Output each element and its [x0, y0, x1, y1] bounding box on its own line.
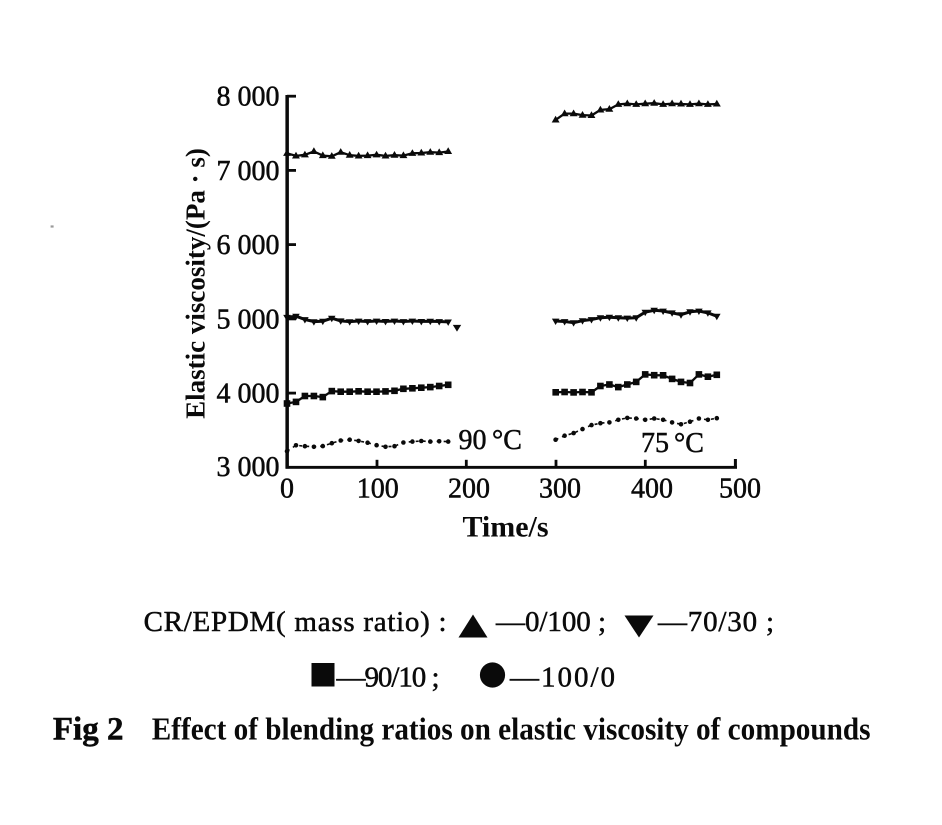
- svg-text:4 000: 4 000: [217, 379, 280, 410]
- svg-text:7 000: 7 000: [217, 156, 280, 187]
- svg-text:CR/EPDM( mass ratio) :: CR/EPDM( mass ratio) :: [144, 606, 447, 638]
- svg-text:—90/10 ;: —90/10 ;: [336, 662, 440, 694]
- svg-text:75: 75: [641, 428, 669, 459]
- svg-text:5 000: 5 000: [217, 304, 280, 335]
- svg-text:200: 200: [448, 474, 490, 505]
- svg-text:°C: °C: [492, 425, 522, 456]
- svg-text:Elastic viscosity/(Pa · s): Elastic viscosity/(Pa · s): [181, 148, 211, 419]
- svg-text:—0/100 ;: —0/100 ;: [495, 606, 606, 638]
- svg-text:—70/30 ;: —70/30 ;: [657, 606, 774, 638]
- svg-text:°C: °C: [674, 428, 704, 459]
- svg-text:6 000: 6 000: [217, 230, 280, 261]
- svg-text:300: 300: [539, 474, 581, 505]
- svg-text:100: 100: [357, 474, 399, 505]
- svg-text:Fig 2: Fig 2: [53, 712, 124, 748]
- svg-text:Time/s: Time/s: [462, 511, 548, 544]
- svg-text:90: 90: [459, 425, 487, 456]
- svg-text:8 000: 8 000: [217, 82, 280, 113]
- svg-text:500: 500: [719, 474, 761, 505]
- svg-text:400: 400: [631, 474, 673, 505]
- svg-text:—100/0: —100/0: [509, 662, 615, 694]
- svg-text:Effect of blending ratios on e: Effect of blending ratios on elastic vis…: [152, 711, 871, 747]
- svg-text:0: 0: [280, 474, 294, 505]
- svg-text:3 000: 3 000: [217, 452, 280, 483]
